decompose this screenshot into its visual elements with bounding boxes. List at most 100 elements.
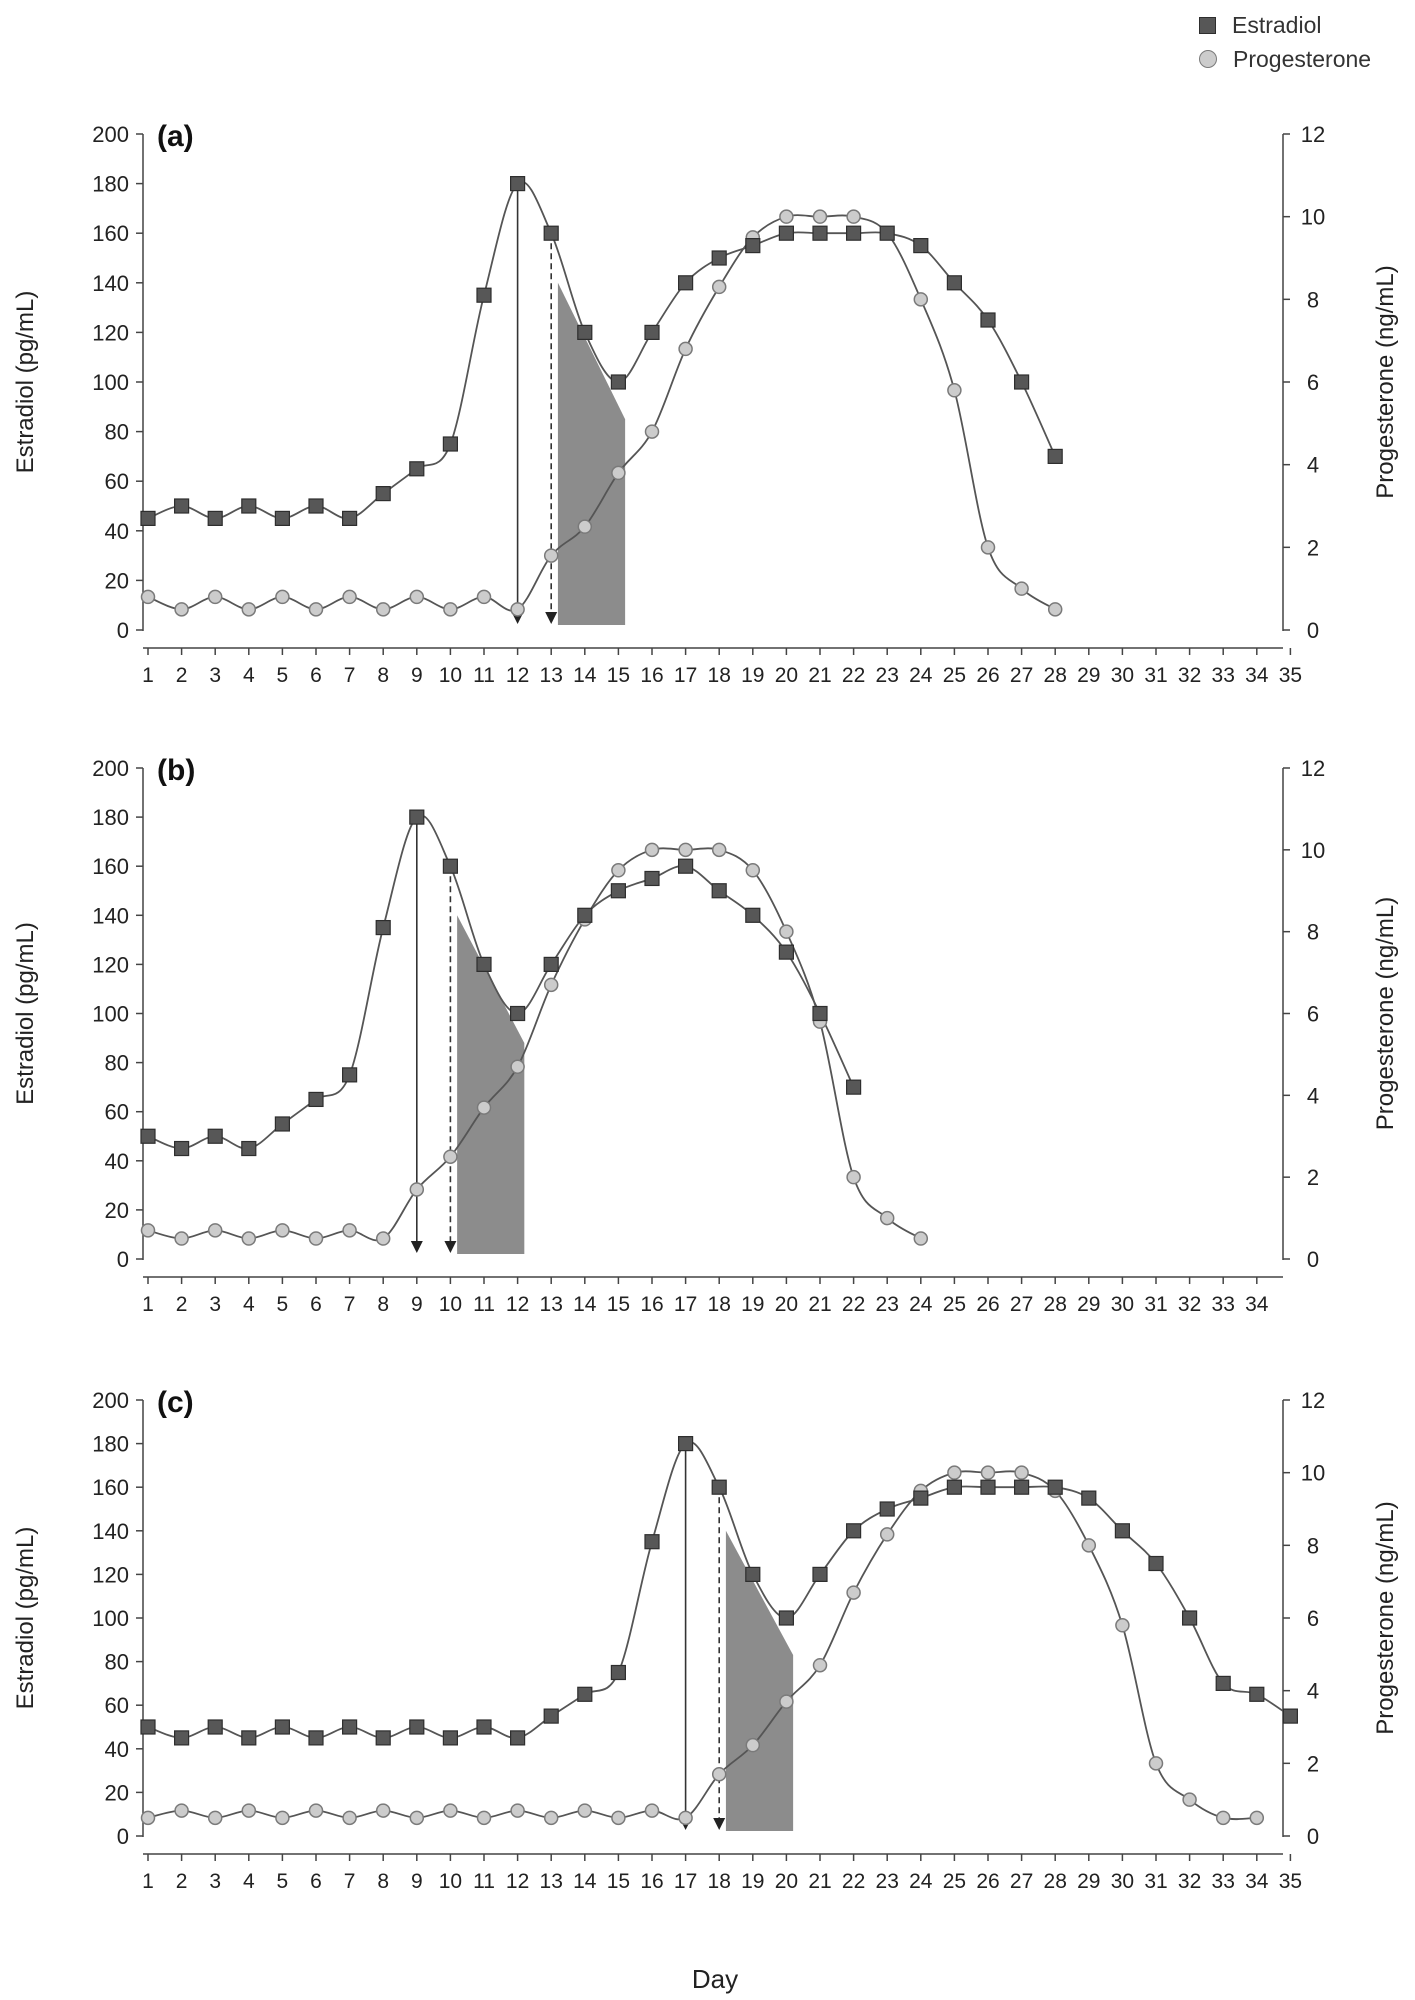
progesterone-point: [611, 1810, 626, 1826]
fertile-window-shade: [557, 282, 626, 625]
panel-label: (a): [157, 120, 194, 153]
estradiol-point: [241, 498, 257, 514]
progesterone-point: [779, 924, 794, 939]
x-tick-label: 22: [842, 1870, 865, 1893]
estradiol-point: [543, 956, 559, 973]
left-y-tick-label: 0: [117, 1824, 129, 1849]
x-tick-label: 33: [1212, 664, 1235, 687]
legend-item-estradiol: Estradiol: [1195, 8, 1321, 42]
estradiol-point: [476, 1719, 492, 1735]
x-tick-label: 10: [439, 1293, 462, 1316]
estradiol-point: [308, 1730, 324, 1746]
x-tick-label: 11: [473, 1293, 495, 1316]
progesterone-point: [1047, 602, 1063, 617]
legend: Estradiol Progesterone: [1195, 8, 1410, 78]
right-y-tick-label: 0: [1307, 1247, 1319, 1272]
estradiol-point: [879, 225, 895, 241]
progesterone-point: [577, 519, 593, 534]
x-tick-label: 30: [1111, 1870, 1134, 1893]
x-tick-label: 4: [243, 1870, 255, 1893]
estradiol-point: [980, 1479, 996, 1495]
progesterone-point: [207, 1223, 223, 1238]
left-y-tick-label: 200: [92, 1388, 129, 1413]
x-tick-label: 8: [377, 1870, 389, 1893]
x-tick-label: 23: [876, 1870, 899, 1893]
left-y-tick-label: 80: [105, 1650, 129, 1675]
progesterone-point: [443, 1803, 458, 1818]
estradiol-point: [543, 225, 559, 241]
left-y-tick-label: 120: [92, 952, 129, 977]
x-tick-label: 23: [876, 1293, 899, 1316]
left-y-tick-label: 80: [105, 420, 129, 445]
x-tick-label: 2: [176, 1870, 188, 1893]
estradiol-point: [308, 1091, 324, 1108]
progesterone-point: [476, 1810, 492, 1826]
x-tick-label: 31: [1144, 664, 1167, 687]
estradiol-point: [207, 1719, 223, 1735]
progesterone-point: [174, 602, 189, 617]
progesterone-point: [443, 1149, 458, 1164]
progesterone-point: [140, 1223, 156, 1238]
right-y-axis-title: Progesterone (ng/mL): [1372, 897, 1399, 1130]
estradiol-point: [442, 858, 458, 874]
progesterone-point: [241, 1231, 257, 1246]
estradiol-point: [845, 1079, 862, 1095]
estradiol-point: [577, 1686, 593, 1702]
x-tick-label: 27: [1010, 1293, 1033, 1316]
progesterone-point: [846, 209, 861, 224]
estradiol-point: [476, 287, 492, 303]
estradiol-point: [174, 1140, 190, 1157]
x-tick-label: 33: [1212, 1870, 1235, 1893]
estradiol-point: [442, 436, 458, 452]
progesterone-point: [1148, 1756, 1164, 1771]
progesterone-point: [342, 1223, 357, 1238]
x-tick-label: 25: [943, 664, 966, 687]
estradiol-point: [845, 1523, 862, 1539]
left-y-tick-label: 160: [92, 1475, 129, 1500]
progesterone-point: [342, 1810, 357, 1826]
x-tick-label: 32: [1178, 664, 1201, 687]
x-tick-label: 9: [411, 1293, 423, 1316]
progesterone-point: [241, 1803, 257, 1818]
fertile-window-shade: [725, 1530, 794, 1831]
x-tick-label: 9: [411, 1870, 423, 1893]
left-y-tick-label: 40: [105, 519, 129, 544]
progesterone-point: [913, 1231, 929, 1246]
left-y-tick-label: 180: [92, 1432, 129, 1457]
x-tick-label: 13: [540, 1870, 563, 1893]
estradiol-point: [274, 1116, 290, 1132]
left-y-tick-label: 160: [92, 854, 129, 879]
progesterone-point: [812, 1657, 828, 1673]
x-tick-label: 19: [741, 1870, 764, 1893]
progesterone-point: [678, 1810, 693, 1826]
x-tick-label: 22: [842, 664, 865, 687]
estradiol-point: [677, 275, 694, 291]
progesterone-point: [947, 1465, 962, 1480]
estradiol-point: [812, 225, 828, 241]
estradiol-point: [1215, 1675, 1231, 1692]
estradiol-point: [946, 1479, 963, 1495]
x-tick-label: 15: [607, 1293, 630, 1316]
x-tick-label: 29: [1077, 1293, 1100, 1316]
x-tick-label: 35: [1279, 1870, 1302, 1893]
estradiol-point: [476, 956, 492, 973]
progesterone-point: [476, 1100, 492, 1115]
x-tick-label: 18: [708, 1870, 731, 1893]
right-y-tick-label: 2: [1307, 1165, 1319, 1190]
x-tick-label: 4: [243, 664, 255, 687]
estradiol-point: [946, 275, 963, 291]
progesterone-point: [409, 1182, 425, 1197]
x-tick-label: 1: [142, 664, 154, 687]
estradiol-point: [140, 510, 156, 526]
x-tick-label: 20: [775, 1293, 798, 1316]
estradiol-point: [711, 1479, 727, 1495]
left-y-tick-label: 180: [92, 172, 129, 197]
estradiol-point: [442, 1730, 458, 1746]
right-y-tick-label: 8: [1307, 1533, 1319, 1558]
x-tick-label: 1: [142, 1870, 154, 1893]
x-tick-label: 3: [209, 1293, 221, 1316]
progesterone-point: [980, 540, 996, 555]
x-tick-label: 26: [976, 1293, 999, 1316]
progesterone-point: [543, 548, 559, 563]
progesterone-point: [779, 209, 794, 224]
